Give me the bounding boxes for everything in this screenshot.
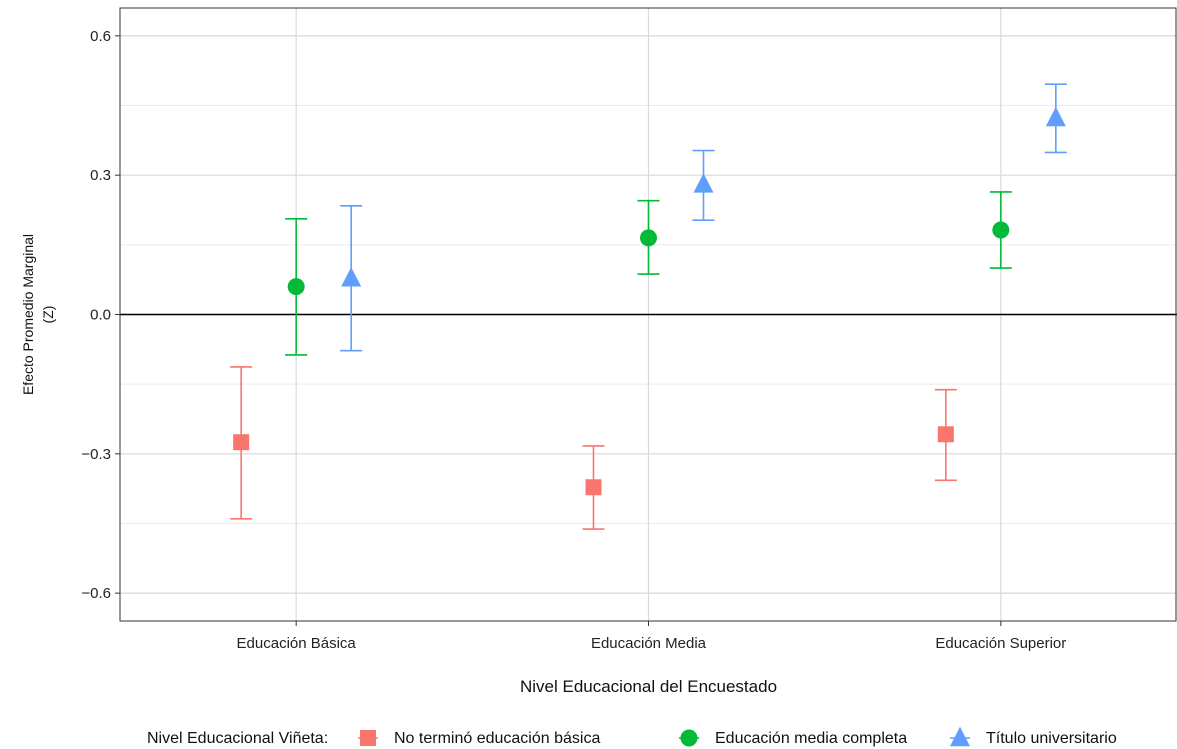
data-point: [937, 426, 954, 443]
x-axis-title: Nivel Educacional del Encuestado: [520, 677, 777, 696]
axis-layer: −0.6 −0.3 0.0 0.3 0.6 Educación Básica Educaci…: [81, 28, 1066, 652]
legend-label: Educación media completa: [715, 730, 907, 747]
data-point: [1045, 106, 1066, 127]
data-point: [287, 278, 305, 296]
data-point: [585, 479, 602, 496]
data-point: [233, 434, 250, 451]
legend-key-triangle: [950, 726, 970, 747]
y-tick-label: 0.3: [90, 167, 111, 184]
legend-key-circle: [680, 729, 698, 747]
y-axis-title-line1: Efecto Promedio Marginal: [20, 234, 36, 395]
data-point: [640, 229, 657, 247]
data-point: [992, 221, 1010, 239]
x-tick-label: Educación Básica: [237, 635, 357, 652]
legend-key-square: [360, 730, 376, 746]
y-tick-label: 0.6: [90, 28, 111, 45]
x-tick-label: Educación Superior: [935, 635, 1066, 652]
data-point: [693, 173, 714, 193]
y-axis-title-line2: (Z): [40, 306, 56, 324]
legend-label: No terminó educación básica: [394, 730, 600, 747]
legend-items: No terminó educación básica Educación med…: [358, 726, 1117, 747]
x-tick-label: Educación Media: [591, 635, 707, 652]
y-tick-label: −0.6: [81, 585, 111, 602]
y-tick-label: 0.0: [90, 307, 111, 324]
legend-title: Nivel Educacional Viñeta:: [147, 730, 328, 747]
legend-label: Título universitario: [986, 730, 1117, 747]
y-tick-label: −0.3: [81, 446, 111, 463]
data-point: [341, 267, 362, 287]
legend: Nivel Educacional Viñeta: No terminó edu…: [147, 726, 1117, 747]
marks-layer: [120, 83, 1177, 530]
